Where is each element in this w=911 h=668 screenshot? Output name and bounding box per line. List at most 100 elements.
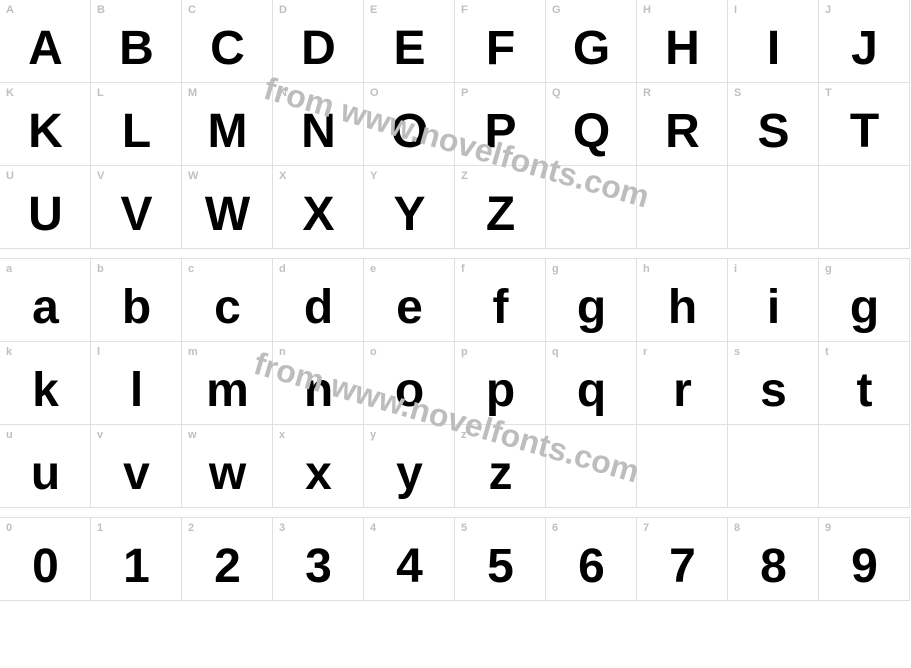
cell-key-label: 4 (370, 522, 376, 534)
cell-key-label: d (279, 263, 286, 275)
cell-key-label: Y (370, 170, 377, 182)
cell-key-label: s (734, 346, 740, 358)
cell-glyph: g (819, 280, 909, 335)
cell-key-label: G (552, 4, 561, 16)
cell-glyph: N (273, 104, 363, 159)
cell-glyph: x (273, 446, 363, 501)
cell-glyph: Q (546, 104, 636, 159)
cell-glyph: I (728, 21, 818, 76)
cell-glyph: v (91, 446, 181, 501)
glyph-cell: mm (181, 341, 273, 425)
cell-key-label: Z (461, 170, 468, 182)
cell-glyph: L (91, 104, 181, 159)
glyph-cell (727, 165, 819, 249)
glyph-row: 00112233445566778899 (0, 518, 910, 601)
glyph-cell: rr (636, 341, 728, 425)
glyph-row: aabbccddeeffgghhiigg (0, 259, 910, 342)
cell-glyph: K (0, 104, 90, 159)
cell-key-label: W (188, 170, 198, 182)
cell-key-label: L (97, 87, 104, 99)
glyph-cell: yy (363, 424, 455, 508)
cell-glyph: A (0, 21, 90, 76)
cell-key-label: x (279, 429, 285, 441)
cell-glyph: s (728, 363, 818, 418)
cell-key-label: i (734, 263, 737, 275)
cell-key-label: f (461, 263, 465, 275)
cell-glyph: R (637, 104, 727, 159)
cell-key-label: u (6, 429, 13, 441)
cell-key-label: I (734, 4, 737, 16)
cell-glyph: T (819, 104, 909, 159)
glyph-cell: TT (818, 82, 910, 166)
glyph-row: AABBCCDDEEFFGGHHIIJJ (0, 0, 910, 83)
cell-glyph: k (0, 363, 90, 418)
glyph-cell (818, 424, 910, 508)
cell-glyph: f (455, 280, 545, 335)
cell-key-label: M (188, 87, 197, 99)
cell-glyph: 1 (91, 539, 181, 594)
cell-key-label: q (552, 346, 559, 358)
glyph-cell: pp (454, 341, 546, 425)
cell-key-label: 6 (552, 522, 558, 534)
cell-key-label: 9 (825, 522, 831, 534)
glyph-cell: 99 (818, 517, 910, 601)
cell-key-label: 0 (6, 522, 12, 534)
glyph-cell: bb (90, 258, 182, 342)
cell-glyph: z (455, 446, 545, 501)
cell-glyph: F (455, 21, 545, 76)
cell-glyph: 0 (0, 539, 90, 594)
cell-key-label: m (188, 346, 198, 358)
glyph-cell: QQ (545, 82, 637, 166)
glyph-cell: MM (181, 82, 273, 166)
cell-glyph: l (91, 363, 181, 418)
glyph-cell: nn (272, 341, 364, 425)
cell-key-label: 7 (643, 522, 649, 534)
glyph-cell: LL (90, 82, 182, 166)
glyph-cell: ff (454, 258, 546, 342)
cell-glyph: p (455, 363, 545, 418)
cell-key-label: S (734, 87, 741, 99)
glyph-cell: dd (272, 258, 364, 342)
glyph-cell: 00 (0, 517, 91, 601)
glyph-cell: FF (454, 0, 546, 83)
cell-glyph: w (182, 446, 272, 501)
cell-glyph: C (182, 21, 272, 76)
glyph-cell: KK (0, 82, 91, 166)
cell-glyph: 2 (182, 539, 272, 594)
glyph-row: uuvvwwxxyyzz (0, 425, 910, 508)
cell-key-label: X (279, 170, 286, 182)
glyph-cell: 33 (272, 517, 364, 601)
cell-key-label: J (825, 4, 831, 16)
glyph-cell: SS (727, 82, 819, 166)
cell-key-label: C (188, 4, 196, 16)
glyph-cell: oo (363, 341, 455, 425)
glyph-cell: ll (90, 341, 182, 425)
glyph-cell: vv (90, 424, 182, 508)
cell-glyph: q (546, 363, 636, 418)
glyph-cell: NN (272, 82, 364, 166)
cell-glyph: t (819, 363, 909, 418)
cell-glyph: D (273, 21, 363, 76)
cell-key-label: U (6, 170, 14, 182)
cell-glyph: a (0, 280, 90, 335)
glyph-cell: VV (90, 165, 182, 249)
cell-glyph: M (182, 104, 272, 159)
cell-key-label: Q (552, 87, 561, 99)
glyph-cell: GG (545, 0, 637, 83)
glyph-cell: AA (0, 0, 91, 83)
cell-glyph: H (637, 21, 727, 76)
glyph-cell: ww (181, 424, 273, 508)
glyph-cell: tt (818, 341, 910, 425)
glyph-cell: EE (363, 0, 455, 83)
cell-key-label: E (370, 4, 377, 16)
cell-glyph: y (364, 446, 454, 501)
glyph-cell: JJ (818, 0, 910, 83)
glyph-cell: gg (545, 258, 637, 342)
glyph-cell: hh (636, 258, 728, 342)
cell-key-label: 8 (734, 522, 740, 534)
glyph-cell: DD (272, 0, 364, 83)
glyph-cell (818, 165, 910, 249)
glyph-cell: 88 (727, 517, 819, 601)
glyph-grid-container: AABBCCDDEEFFGGHHIIJJKKLLMMNNOOPPQQRRSSTT… (0, 0, 911, 601)
glyph-cell (636, 165, 728, 249)
